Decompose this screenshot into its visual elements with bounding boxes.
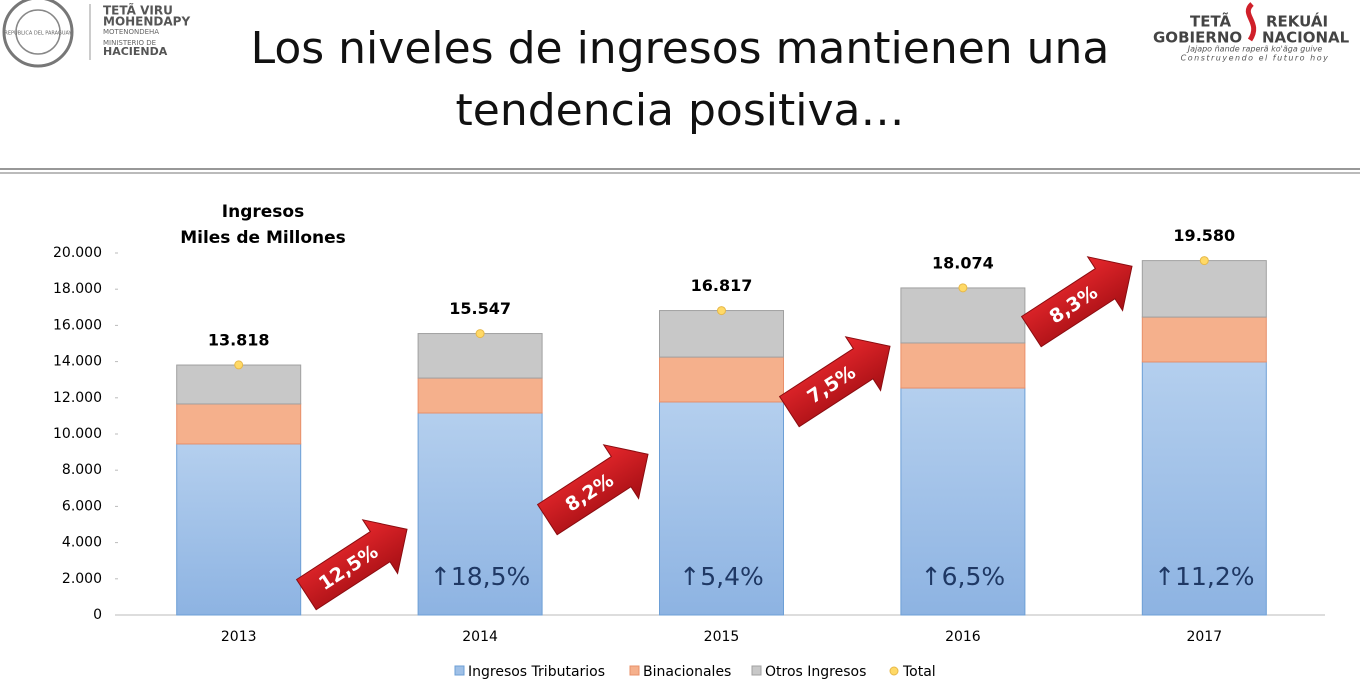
ministry-text: TETÃ VIRU <box>103 3 173 18</box>
growth-annotation: ↑18,5% <box>430 562 530 591</box>
y-tick-label: 4.000 <box>62 535 102 551</box>
gov-text: REKUÁI <box>1266 12 1328 31</box>
seal-inner <box>15 9 61 55</box>
gov-text: Construyendo el futuro hoy <box>1181 54 1330 63</box>
gov-text: TETÃ <box>1190 12 1232 31</box>
x-tick-label: 2015 <box>704 629 740 645</box>
seal <box>2 0 74 68</box>
arrow-shape <box>295 519 408 611</box>
total-marker <box>717 306 726 316</box>
y-tick-label: 10.000 <box>53 426 102 442</box>
y-tick-label: 6.000 <box>62 498 102 514</box>
total-marker <box>1199 256 1209 266</box>
chart-title: Ingresos <box>222 202 304 222</box>
bar-segment <box>1141 361 1267 616</box>
arrow-shape <box>1020 256 1133 348</box>
x-tick-label: 2017 <box>1186 629 1222 645</box>
bar-segment <box>176 403 302 445</box>
y-tick-label: 20.000 <box>53 245 102 261</box>
total-marker <box>958 283 968 293</box>
arrow-shape <box>536 444 649 536</box>
y-tick-label: 14.000 <box>53 354 102 370</box>
legend-swatch <box>751 665 762 676</box>
y-tick-label: 8.000 <box>62 462 102 478</box>
arrow-shape <box>778 336 891 428</box>
ministry-text: HACIENDA <box>103 45 168 58</box>
bar-segment <box>1141 260 1267 318</box>
bar-segment <box>900 287 1026 344</box>
bar-segment <box>900 342 1026 389</box>
x-tick-label: 2014 <box>462 629 498 645</box>
total-marker <box>475 329 485 339</box>
y-tick-label: 18.000 <box>53 281 102 297</box>
total-label: 15.547 <box>449 299 511 318</box>
gov-text: Jajapo ñande raperã ko'ãga guive <box>1186 45 1323 54</box>
legend-swatch <box>629 665 640 676</box>
bar-segment <box>176 443 302 616</box>
ministry-text: MINISTERIO DE <box>103 39 156 47</box>
total-marker <box>234 360 244 370</box>
chart-subtitle: Miles de Millones <box>180 228 346 248</box>
bar-segment <box>659 310 784 358</box>
bar-segment <box>659 401 784 616</box>
gov-text: NACIONAL <box>1262 29 1350 47</box>
growth-annotation: ↑5,4% <box>679 562 763 591</box>
total-label: 13.818 <box>208 330 270 349</box>
bar-segment <box>900 387 1026 616</box>
growth-arrow: 12,5% <box>295 519 408 611</box>
bar-segment <box>659 356 784 403</box>
ministry-text: MOTENONDEHA <box>103 28 159 36</box>
y-tick-label: 16.000 <box>53 317 102 333</box>
y-tick-label: 0 <box>93 607 102 623</box>
total-label: 18.074 <box>932 253 994 272</box>
legend-label: Ingresos Tributarios <box>468 664 605 680</box>
legend-swatch <box>889 666 899 676</box>
bar-segment <box>176 364 302 405</box>
growth-annotation: ↑11,2% <box>1154 562 1254 591</box>
seal-text: REPÚBLICA DEL PARAGUAY <box>4 30 72 37</box>
bar-segment <box>417 333 543 379</box>
x-tick-label: 2013 <box>221 629 257 645</box>
bar-segment <box>1141 316 1267 363</box>
growth-annotation: ↑6,5% <box>921 562 1005 591</box>
y-tick-label: 2.000 <box>62 571 102 587</box>
y-tick-label: 12.000 <box>53 390 102 406</box>
growth-arrow: 8,2% <box>536 444 649 536</box>
legend-label: Total <box>902 664 936 680</box>
legend-swatch <box>454 665 465 676</box>
bar-segment <box>417 377 543 414</box>
gov-logo <box>1245 2 1257 42</box>
bar-segment <box>417 412 543 616</box>
gov-text: GOBIERNO <box>1153 29 1242 47</box>
ministry-text: MOHENDAPY <box>103 15 190 29</box>
x-tick-label: 2016 <box>945 629 981 645</box>
legend-label: Binacionales <box>643 664 731 680</box>
slide-title: Los niveles de ingresos mantienen una te… <box>250 23 1110 136</box>
growth-arrow: 8,3% <box>1020 256 1133 348</box>
growth-arrow: 7,5% <box>778 336 891 428</box>
total-label: 19.580 <box>1173 226 1235 245</box>
total-label: 16.817 <box>691 276 753 295</box>
legend-label: Otros Ingresos <box>765 664 866 680</box>
